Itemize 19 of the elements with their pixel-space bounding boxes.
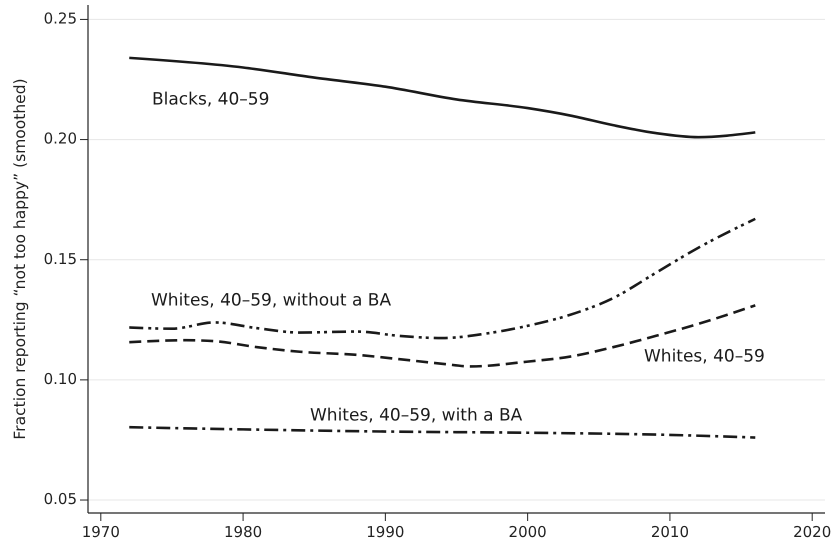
x-tick-label: 2020 — [793, 523, 832, 541]
y-axis-title: Fraction reporting “not too happy” (smoothed) — [11, 78, 30, 440]
line-series — [128, 426, 757, 439]
x-tick-label: 1980 — [224, 523, 262, 541]
series-label: Whites, 40–59, without a BA — [151, 290, 392, 311]
y-tick-label: 0.10 — [44, 370, 77, 388]
line-series — [128, 56, 757, 138]
x-tick-label: 2010 — [650, 523, 690, 541]
series-label: Whites, 40–59 — [644, 346, 765, 367]
y-tick-label: 0.05 — [44, 490, 77, 508]
x-tick-label: 1970 — [82, 523, 120, 541]
x-tick-label: 2000 — [508, 523, 547, 541]
y-tick-label: 0.20 — [44, 130, 77, 148]
series-label: Whites, 40–59, with a BA — [310, 406, 523, 426]
series-label: Blacks, 40–59 — [152, 90, 270, 110]
y-tick-label: 0.15 — [44, 250, 77, 268]
y-tick-label: 0.25 — [44, 10, 77, 28]
line-series — [128, 218, 757, 340]
x-tick-label: 1990 — [366, 523, 404, 541]
